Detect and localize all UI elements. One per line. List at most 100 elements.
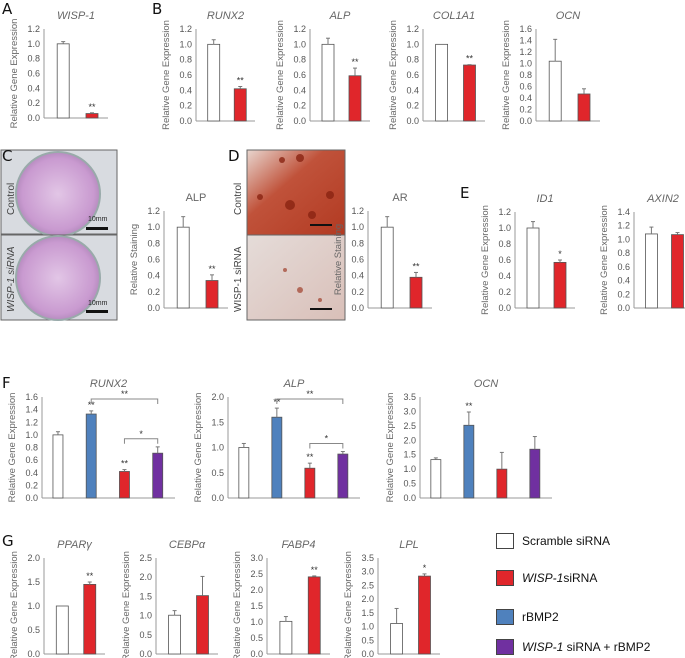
y-tick-label: 0.0 bbox=[179, 116, 192, 126]
panel-label-e: E bbox=[460, 184, 470, 202]
y-tick-label: 0.6 bbox=[179, 70, 192, 80]
bar bbox=[321, 43, 335, 122]
bar bbox=[409, 276, 423, 309]
legend-label-italic: WISP-1 bbox=[522, 571, 564, 585]
legend-item-rbmp2: rBMP2 bbox=[496, 609, 559, 625]
significance-marker: * bbox=[423, 563, 427, 573]
y-tick-label: 0.6 bbox=[25, 455, 38, 465]
y-tick-label: 2.0 bbox=[27, 553, 40, 563]
y-tick-label: 1.0 bbox=[351, 222, 364, 232]
y-tick-label: 1.2 bbox=[406, 24, 419, 34]
y-tick-label: 0.4 bbox=[147, 271, 160, 281]
y-tick-label: 1.0 bbox=[147, 222, 160, 232]
y-tick-label: 0.0 bbox=[498, 303, 511, 313]
y-tick-label: 0.6 bbox=[406, 70, 419, 80]
y-tick-label: 0.2 bbox=[27, 98, 40, 108]
chart-b-col1a1: 0.0 0.2 0.4 0.6 0.8 1.0 1.2 COL1A1 Relative Gene… bbox=[388, 10, 485, 130]
chart-b-runx2: 0.0 0.2 0.4 0.6 0.8 1.0 1.2 RUNX2 Relative Gene … bbox=[161, 10, 255, 130]
significance-bracket bbox=[123, 438, 159, 444]
legend-label: siRNA bbox=[563, 571, 598, 585]
y-tick-label: 0.8 bbox=[351, 238, 364, 248]
chart-e-axin2: 0.0 0.2 0.4 0.6 0.8 1.0 1.2 1.4 AXIN2 Relative Ge… bbox=[599, 193, 685, 315]
y-tick-label: 0.8 bbox=[406, 55, 419, 65]
y-axis-label: Relative Gene Expression bbox=[343, 551, 354, 658]
bar bbox=[176, 226, 190, 309]
chart-title: OCN bbox=[556, 10, 581, 22]
y-tick-label: 0.2 bbox=[617, 289, 630, 299]
panel-label-d: D bbox=[228, 147, 240, 165]
panel-label-a: A bbox=[2, 0, 13, 18]
y-tick-label: 0.0 bbox=[293, 116, 306, 126]
chart-c-alp: 0.0 0.2 0.4 0.6 0.8 1.0 1.2 ALP Relative Stainin… bbox=[129, 192, 228, 313]
chart-title: ALP bbox=[329, 10, 351, 22]
bracket-label: * bbox=[325, 433, 329, 443]
y-tick-label: 0.5 bbox=[250, 633, 263, 643]
y-tick-label: 0.4 bbox=[293, 85, 306, 95]
y-tick-label: 2.5 bbox=[139, 553, 152, 563]
legend-item-scramble: Scramble siRNA bbox=[496, 533, 610, 549]
y-tick-label: 0.8 bbox=[519, 70, 532, 80]
y-tick-label: 0.4 bbox=[27, 83, 40, 93]
chart-title: AR bbox=[392, 192, 407, 204]
y-tick-label: 0.8 bbox=[25, 443, 38, 453]
significance-bracket bbox=[309, 442, 344, 449]
bar bbox=[83, 584, 97, 655]
y-tick-label: 0.5 bbox=[361, 635, 374, 645]
row-label-control: Control bbox=[6, 182, 17, 215]
row-label-wisp1: WISP-1 siRNA bbox=[6, 246, 17, 312]
photo-wisp1-ar bbox=[246, 234, 346, 321]
y-tick-label: 0.8 bbox=[293, 55, 306, 65]
y-tick-label: 0.5 bbox=[139, 630, 152, 640]
chart-title: FABP4 bbox=[281, 539, 315, 551]
y-tick-label: 1.5 bbox=[361, 608, 374, 618]
y-tick-label: 0.0 bbox=[211, 493, 224, 503]
significance-marker: ** bbox=[465, 401, 473, 411]
y-tick-label: 2.0 bbox=[250, 585, 263, 595]
bar bbox=[463, 64, 476, 122]
y-tick-label: 0.0 bbox=[519, 116, 532, 126]
y-tick-label: 1.0 bbox=[27, 39, 40, 49]
y-tick-label: 0.6 bbox=[293, 70, 306, 80]
y-tick-label: 0.2 bbox=[498, 287, 511, 297]
bar bbox=[348, 75, 362, 122]
y-tick-label: 1.0 bbox=[211, 443, 224, 453]
y-tick-label: 0.2 bbox=[147, 287, 160, 297]
chart-title: ALP bbox=[283, 378, 305, 390]
y-tick-label: 0.0 bbox=[361, 649, 374, 658]
y-tick-label: 0.4 bbox=[498, 271, 511, 281]
y-tick-label: 0.4 bbox=[617, 276, 630, 286]
panel-label-c: C bbox=[2, 147, 13, 165]
y-tick-label: 0.2 bbox=[179, 101, 192, 111]
y-tick-label: 0.0 bbox=[147, 303, 160, 313]
y-tick-label: 0.0 bbox=[25, 493, 38, 503]
y-tick-label: 0.2 bbox=[519, 105, 532, 115]
y-axis-label: Relative Staining bbox=[333, 224, 344, 295]
y-tick-label: 0.4 bbox=[179, 85, 192, 95]
chart-f-alp: 0.0 0.5 1.0 1.5 2.0 ALP Relative Gene Expressi… bbox=[193, 378, 360, 503]
significance-marker: ** bbox=[88, 400, 96, 410]
bar bbox=[577, 93, 591, 122]
y-tick-label: 1.5 bbox=[403, 450, 416, 460]
y-tick-label: 0.0 bbox=[617, 303, 630, 313]
y-tick-label: 3.0 bbox=[403, 406, 416, 416]
scale-label: 10mm bbox=[88, 300, 108, 307]
bar bbox=[304, 467, 316, 499]
bracket-label: ** bbox=[121, 389, 129, 399]
chart-g-lpl: 0.0 0.5 1.0 1.5 2.0 2.5 3.0 3.5 LPL Relative Gene… bbox=[343, 539, 440, 658]
y-tick-label: 1.2 bbox=[147, 206, 160, 216]
chart-f-runx2: 0.0 0.2 0.4 0.6 0.8 1.0 1.2 1.4 1.6 RUNX2 Relative… bbox=[7, 378, 175, 503]
legend-label: Scramble siRNA bbox=[522, 534, 611, 548]
y-tick-label: 1.0 bbox=[519, 59, 532, 69]
y-axis-label: Relative Gene Expression bbox=[275, 20, 286, 130]
bar bbox=[645, 233, 658, 309]
significance-marker: ** bbox=[121, 459, 129, 469]
y-tick-label: 1.2 bbox=[617, 221, 630, 231]
bar bbox=[526, 227, 540, 309]
y-tick-label: 0.5 bbox=[403, 479, 416, 489]
bracket-label: ** bbox=[306, 389, 314, 399]
y-tick-label: 0.6 bbox=[351, 255, 364, 265]
bar bbox=[390, 623, 404, 655]
y-axis-label: Relative Gene Expression bbox=[9, 19, 20, 129]
bar bbox=[205, 280, 219, 309]
y-tick-label: 2.5 bbox=[250, 569, 263, 579]
